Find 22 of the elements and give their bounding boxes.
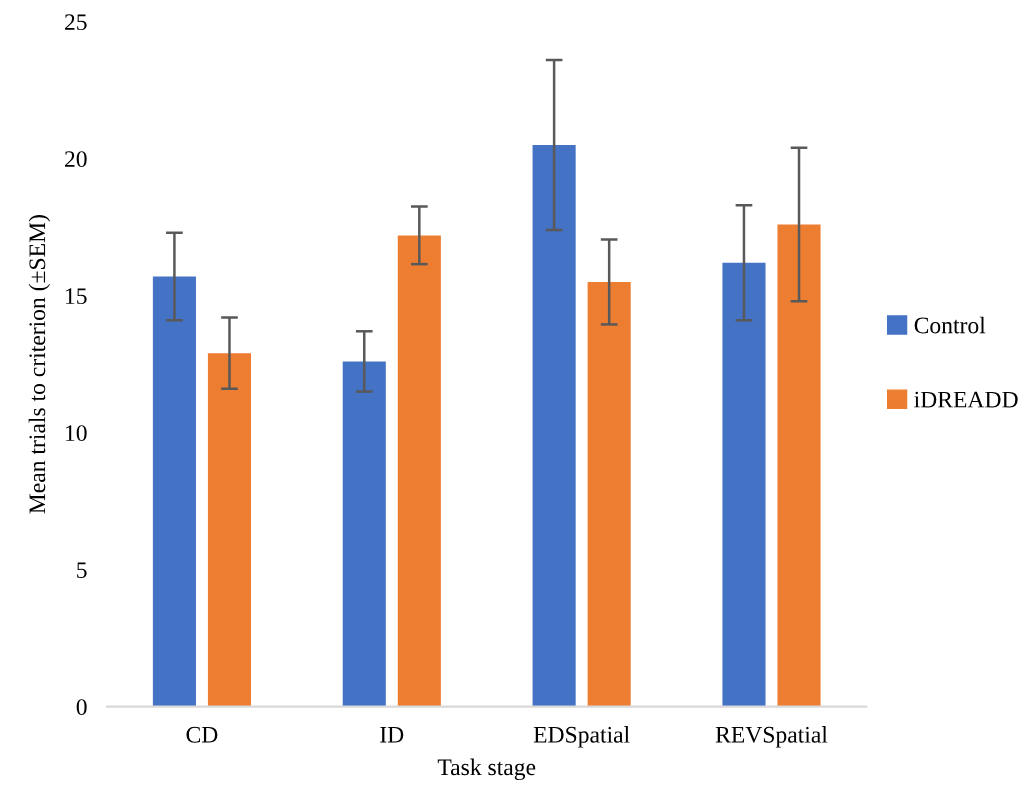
y-tick-label: 15 xyxy=(66,288,87,305)
y-axis-title: Mean trials to criterion (±SEM) xyxy=(28,215,51,514)
y-tick-label: 0 xyxy=(76,699,87,716)
x-tick-label: EDSpatial xyxy=(533,726,630,748)
bar xyxy=(722,262,766,707)
legend-label: Control xyxy=(914,316,986,334)
x-axis-title: Task stage xyxy=(437,758,536,781)
x-tick-label: CD xyxy=(186,726,218,743)
bar xyxy=(342,361,386,707)
x-tick-label: ID xyxy=(380,727,404,743)
bar xyxy=(397,235,441,707)
y-tick-label: 20 xyxy=(65,151,87,168)
x-tick-label: REVSpatial xyxy=(715,726,828,748)
bar xyxy=(532,144,576,707)
bar xyxy=(777,224,821,707)
y-tick-label: 25 xyxy=(65,14,87,31)
bar xyxy=(587,281,631,707)
bar xyxy=(207,353,252,707)
legend-label: iDREADD xyxy=(914,391,1018,408)
y-tick-label: 5 xyxy=(77,562,87,579)
bar xyxy=(152,276,196,707)
y-tick-label: 10 xyxy=(66,425,87,442)
